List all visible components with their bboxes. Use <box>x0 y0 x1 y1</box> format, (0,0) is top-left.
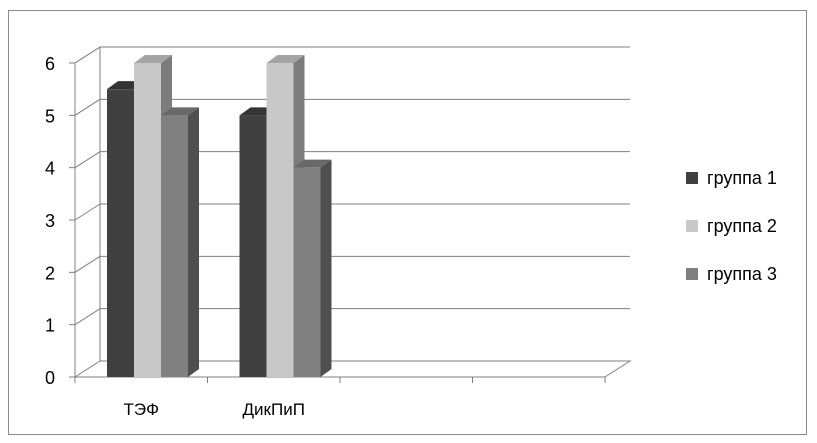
y-tick-label: 0 <box>45 368 55 388</box>
bar <box>161 107 199 377</box>
y-tick-label: 4 <box>45 159 55 179</box>
bar-front <box>239 115 267 377</box>
gridline-side <box>74 308 101 326</box>
legend-swatch <box>686 268 698 280</box>
back-wall-edge <box>74 46 101 361</box>
x-tick-labels: ТЭФ ДикПиП <box>123 400 304 419</box>
bars <box>107 55 332 378</box>
x-tick-label: ТЭФ <box>123 400 159 419</box>
y-tick-label: 1 <box>45 316 55 336</box>
gridline-side <box>74 255 101 273</box>
gridline-side <box>74 46 101 64</box>
gridline-side <box>74 151 101 169</box>
bar-front <box>134 63 161 377</box>
bar-top <box>161 107 199 116</box>
legend-swatch <box>686 172 698 184</box>
y-tick-label: 2 <box>45 263 55 283</box>
y-tick-label: 3 <box>45 211 55 231</box>
gridline-side <box>74 203 101 221</box>
bar-front <box>266 63 294 377</box>
x-tick-label: ДикПиП <box>243 400 305 419</box>
gridline-side <box>74 98 101 116</box>
legend-label: группа 3 <box>707 264 777 284</box>
bar-side <box>320 159 332 377</box>
legend-label: группа 1 <box>707 168 777 188</box>
y-tick-labels: 0 1 2 3 4 5 6 <box>45 54 55 388</box>
y-tick-label: 5 <box>45 106 55 126</box>
floor-edge <box>74 360 632 378</box>
legend: группа 1 группа 2 группа 3 <box>686 168 777 284</box>
bar-front <box>293 167 321 377</box>
legend-label: группа 2 <box>707 216 777 236</box>
bar-side <box>188 107 199 377</box>
bar-front <box>161 115 188 377</box>
legend-swatch <box>686 220 698 232</box>
bar-top <box>266 55 305 63</box>
bar <box>293 159 332 377</box>
bar-top <box>293 159 332 168</box>
y-tick-label: 6 <box>45 54 55 74</box>
bar-top <box>134 55 172 63</box>
bar-front <box>107 89 134 378</box>
